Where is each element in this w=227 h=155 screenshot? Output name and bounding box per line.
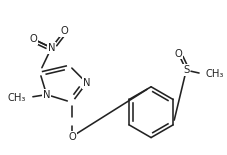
Text: O: O xyxy=(68,132,76,142)
Text: O: O xyxy=(174,49,182,59)
Text: N: N xyxy=(83,78,90,88)
Text: S: S xyxy=(182,65,189,75)
Text: O: O xyxy=(29,34,37,44)
Text: O: O xyxy=(60,26,68,36)
Text: N: N xyxy=(47,43,55,53)
Text: CH₃: CH₃ xyxy=(205,69,223,79)
Text: CH₃: CH₃ xyxy=(8,93,26,102)
Text: N: N xyxy=(43,90,50,100)
